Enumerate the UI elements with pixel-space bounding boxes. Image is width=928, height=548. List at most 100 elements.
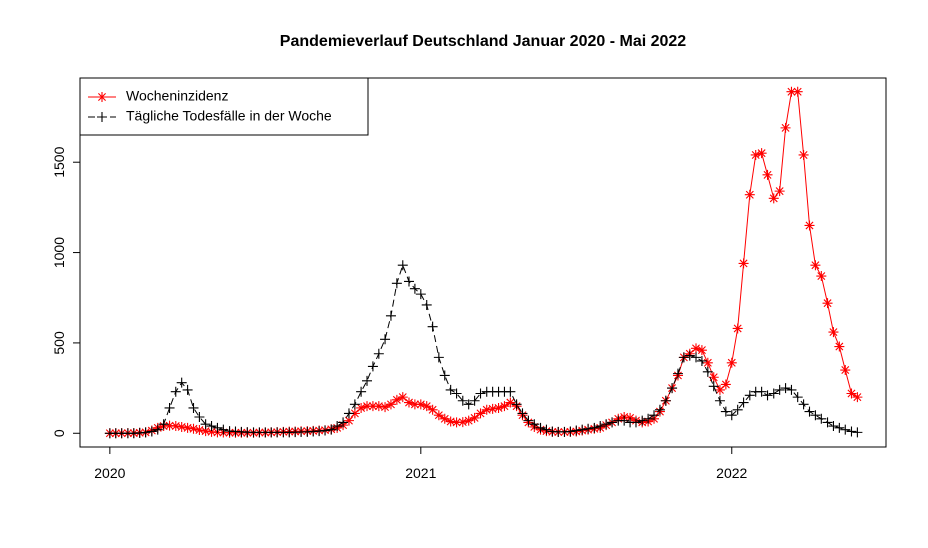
- marker: [176, 421, 187, 432]
- marker: [409, 283, 420, 294]
- marker: [762, 390, 773, 401]
- marker: [188, 402, 199, 413]
- marker: [708, 381, 719, 392]
- marker: [445, 384, 456, 395]
- marker: [493, 402, 504, 413]
- marker: [320, 425, 331, 436]
- marker: [595, 421, 606, 432]
- marker: [421, 401, 432, 412]
- marker: [385, 399, 396, 410]
- marker: [463, 415, 474, 426]
- marker: [529, 419, 540, 430]
- marker: [385, 310, 396, 321]
- marker: [391, 394, 402, 405]
- marker: [804, 406, 815, 417]
- x-tick-label: 2021: [405, 465, 436, 481]
- marker: [840, 365, 851, 376]
- marker: [810, 260, 821, 271]
- marker: [427, 404, 438, 415]
- marker: [380, 334, 391, 345]
- marker: [421, 299, 432, 310]
- marker: [439, 370, 450, 381]
- marker: [714, 395, 725, 406]
- marker: [667, 383, 678, 394]
- marker: [780, 122, 791, 133]
- marker: [702, 366, 713, 377]
- marker: [451, 388, 462, 399]
- marker: [822, 417, 833, 428]
- marker: [768, 388, 779, 399]
- marker: [822, 298, 833, 309]
- marker: [97, 92, 107, 102]
- marker: [708, 372, 719, 383]
- marker: [182, 384, 193, 395]
- marker: [200, 426, 211, 437]
- marker: [367, 401, 378, 412]
- marker: [356, 402, 367, 413]
- marker: [601, 419, 612, 430]
- marker: [589, 422, 600, 433]
- marker: [738, 397, 749, 408]
- chart-title: Pandemieverlauf Deutschland Januar 2020 …: [280, 33, 687, 50]
- series: [104, 260, 863, 439]
- marker: [206, 426, 217, 437]
- marker: [182, 422, 193, 433]
- marker: [798, 399, 809, 410]
- marker: [391, 278, 402, 289]
- marker: [750, 149, 761, 160]
- marker: [362, 401, 373, 412]
- marker: [349, 399, 360, 410]
- legend-label: Tägliche Todesfälle in der Woche: [126, 108, 332, 124]
- marker: [206, 421, 217, 432]
- marker: [451, 417, 462, 428]
- marker: [194, 425, 205, 436]
- marker: [744, 189, 755, 200]
- marker: [738, 258, 749, 269]
- marker: [403, 276, 414, 287]
- marker: [457, 417, 468, 428]
- x-tick-label: 2020: [94, 465, 125, 481]
- marker: [373, 348, 384, 359]
- y-tick-label: 1500: [51, 146, 67, 177]
- marker: [834, 422, 845, 433]
- marker: [816, 413, 827, 424]
- marker: [218, 424, 229, 435]
- marker: [804, 220, 815, 231]
- marker: [164, 420, 175, 431]
- marker: [846, 426, 857, 437]
- marker: [194, 412, 205, 423]
- marker: [140, 427, 151, 438]
- marker: [373, 401, 384, 412]
- marker: [792, 86, 803, 97]
- marker: [332, 421, 343, 432]
- marker: [511, 399, 522, 410]
- marker: [164, 402, 175, 413]
- marker: [170, 421, 181, 432]
- series: [104, 86, 863, 439]
- marker: [481, 404, 492, 415]
- marker: [643, 413, 654, 424]
- legend: Wocheninzidenz Tägliche Todesfälle in der…: [79, 77, 369, 136]
- marker: [146, 426, 157, 437]
- marker: [732, 404, 743, 415]
- marker: [571, 425, 582, 436]
- marker: [469, 395, 480, 406]
- marker: [577, 424, 588, 435]
- marker: [212, 422, 223, 433]
- marker: [630, 417, 641, 428]
- marker: [684, 350, 695, 361]
- marker: [637, 415, 648, 426]
- marker: [152, 424, 163, 435]
- marker: [349, 408, 360, 419]
- marker: [714, 384, 725, 395]
- marker: [415, 399, 426, 410]
- marker: [834, 341, 845, 352]
- marker: [487, 403, 498, 414]
- marker: [786, 384, 797, 395]
- marker: [619, 415, 630, 426]
- marker: [762, 169, 773, 180]
- marker: [97, 112, 107, 122]
- marker: [691, 352, 702, 363]
